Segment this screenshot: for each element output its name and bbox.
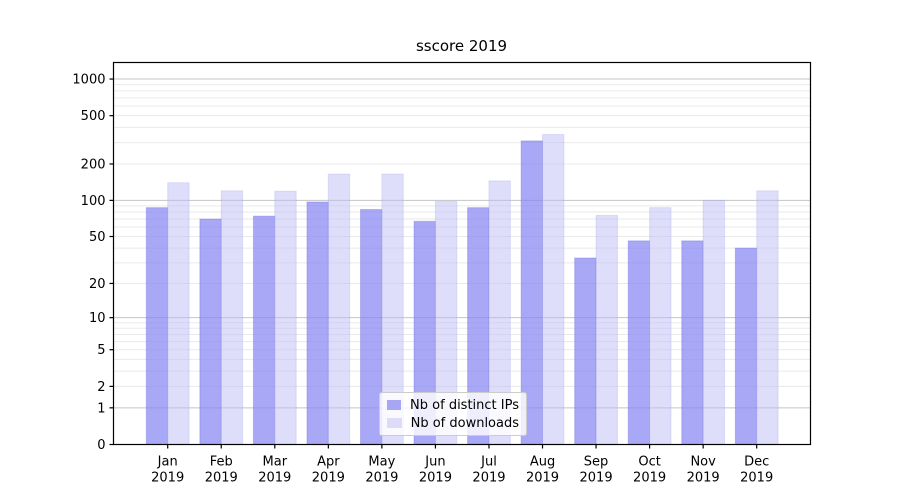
bar-distinct-ips-nov bbox=[681, 240, 704, 445]
x-tick-year-sep: 2019 bbox=[580, 471, 613, 486]
bar-downloads-apr bbox=[327, 173, 351, 446]
x-tick-year-nov: 2019 bbox=[687, 471, 720, 486]
x-tick-label-dec: Dec bbox=[744, 455, 769, 470]
x-tick-year-jan: 2019 bbox=[151, 471, 184, 486]
y-tick-label-20: 20 bbox=[89, 277, 106, 292]
bar-distinct-ips-jan bbox=[145, 207, 169, 445]
x-tick-label-sep: Sep bbox=[584, 455, 609, 470]
bar-downloads-oct bbox=[649, 207, 672, 445]
x-tick-year-feb: 2019 bbox=[205, 471, 238, 486]
y-tick-label-1: 1 bbox=[97, 401, 105, 416]
x-tick-label-aug: Aug bbox=[530, 455, 555, 470]
bar-downloads-dec bbox=[756, 190, 779, 445]
x-tick-year-jul: 2019 bbox=[472, 471, 505, 486]
bar-distinct-ips-feb bbox=[199, 218, 222, 445]
x-tick-year-apr: 2019 bbox=[312, 471, 345, 486]
bar-distinct-ips-apr bbox=[306, 201, 329, 445]
y-tick-label-2: 2 bbox=[97, 380, 105, 395]
legend-swatch-distinct-ips bbox=[387, 400, 402, 410]
bar-downloads-mar bbox=[274, 190, 297, 445]
x-tick-label-jul: Jul bbox=[480, 455, 497, 470]
bar-downloads-feb bbox=[220, 190, 244, 445]
legend-label-downloads: Nb of downloads bbox=[410, 415, 519, 431]
bar-downloads-nov bbox=[702, 199, 726, 445]
x-tick-year-jun: 2019 bbox=[419, 471, 452, 486]
x-tick-year-oct: 2019 bbox=[633, 471, 666, 486]
x-tick-label-may: May bbox=[368, 455, 395, 470]
bar-distinct-ips-mar bbox=[252, 215, 276, 445]
x-tick-label-mar: Mar bbox=[263, 455, 288, 470]
bar-distinct-ips-dec bbox=[734, 247, 758, 445]
x-tick-label-oct: Oct bbox=[638, 455, 660, 470]
bar-distinct-ips-oct bbox=[627, 240, 651, 445]
x-tick-year-aug: 2019 bbox=[526, 471, 559, 486]
bar-distinct-ips-sep bbox=[574, 257, 597, 446]
y-tick-label-200: 200 bbox=[81, 157, 106, 172]
legend-label-distinct-ips: Nb of distinct IPs bbox=[410, 397, 519, 413]
x-tick-label-jun: Jun bbox=[424, 455, 445, 470]
y-tick-label-0: 0 bbox=[97, 438, 105, 453]
x-tick-label-jan: Jan bbox=[157, 455, 178, 470]
bar-downloads-aug bbox=[542, 133, 565, 445]
axes-border bbox=[112, 61, 812, 446]
bar-downloads-sep bbox=[595, 214, 618, 445]
legend-item-distinct-ips: Nb of distinct IPs bbox=[387, 398, 519, 413]
y-tick-label-500: 500 bbox=[81, 109, 106, 124]
x-tick-label-nov: Nov bbox=[690, 455, 716, 470]
y-tick-label-50: 50 bbox=[89, 230, 106, 245]
y-tick-label-1000: 1000 bbox=[72, 73, 105, 88]
x-tick-year-may: 2019 bbox=[365, 471, 398, 486]
y-tick-label-10: 10 bbox=[89, 311, 106, 326]
x-tick-year-mar: 2019 bbox=[258, 471, 291, 486]
legend-swatch-downloads bbox=[387, 418, 402, 428]
bar-downloads-jan bbox=[167, 182, 190, 446]
x-tick-label-feb: Feb bbox=[210, 455, 233, 470]
chart-title: sscore 2019 bbox=[415, 37, 508, 55]
y-tick-label-100: 100 bbox=[81, 194, 106, 209]
y-tick-label-5: 5 bbox=[97, 343, 105, 358]
legend-item-downloads: Nb of downloads bbox=[387, 416, 519, 431]
x-tick-year-dec: 2019 bbox=[740, 471, 773, 486]
legend: Nb of distinct IPs Nb of downloads bbox=[379, 392, 527, 436]
x-tick-label-apr: Apr bbox=[317, 455, 340, 470]
